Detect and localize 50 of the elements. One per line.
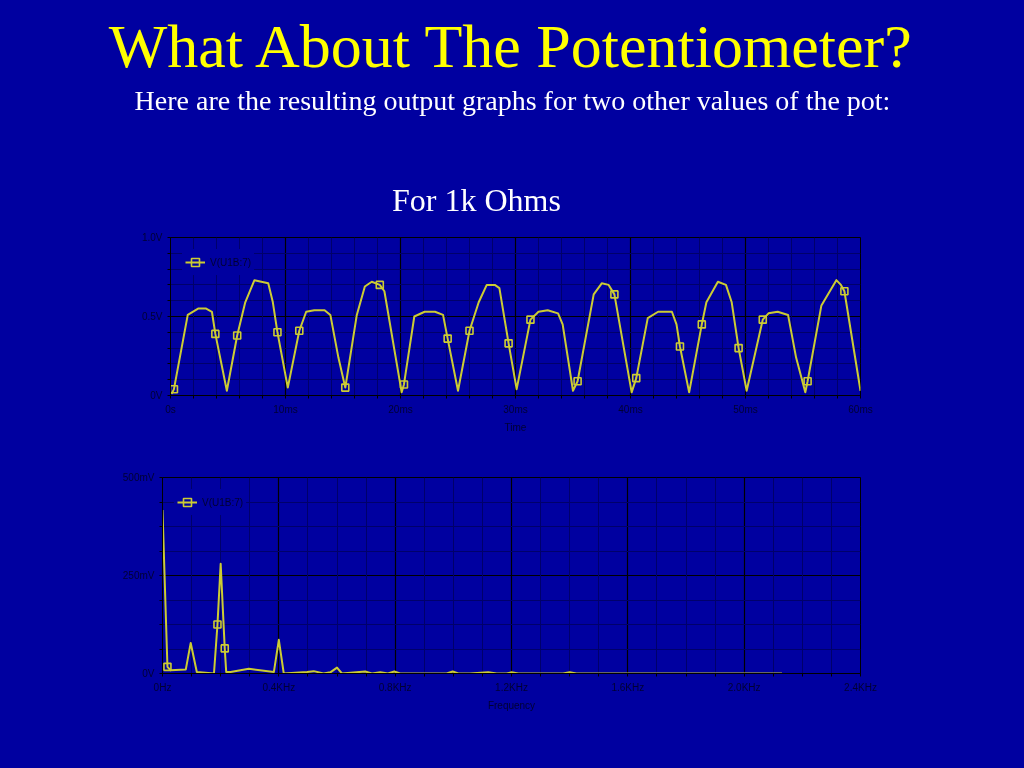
point	[465, 326, 474, 336]
legend-label: V(U1B:7)	[210, 256, 252, 268]
x-tick-label: 10ms	[273, 403, 298, 415]
x-tick-label: 0s	[165, 403, 176, 415]
x-tick-label: 2.4KHz	[844, 681, 877, 693]
x-tick-label: 0.4KHz	[262, 681, 296, 693]
chart-title: What About The Potentiometer?	[108, 11, 912, 80]
y-tick-label: 500mV	[122, 472, 155, 483]
chart-subtitle: Here are the resulting output graphs for two other values of the pot:	[134, 85, 891, 116]
text: For 1k Ohms	[392, 181, 561, 218]
point	[758, 315, 768, 324]
y-tick-label: 0V	[142, 668, 155, 679]
point	[631, 373, 641, 383]
x-tick-label: 30ms	[503, 403, 528, 415]
point	[610, 290, 619, 299]
x-tick-label: 50ms	[733, 403, 758, 415]
legend-label: V(U1B:7)	[202, 496, 244, 508]
x-tick-label: 60ms	[848, 403, 873, 415]
x-tick-label: 0.8KHz	[378, 681, 412, 693]
point	[399, 380, 409, 389]
y-tick-label: 250mV	[122, 570, 155, 581]
point	[573, 376, 582, 386]
x-tick-label: 2.0KHz	[727, 681, 761, 693]
point	[211, 329, 220, 339]
point	[840, 286, 849, 296]
x-tick-label: 40ms	[618, 403, 643, 415]
x-tick-label: 1.6KHz	[611, 681, 645, 693]
x-axis-title: Time	[504, 421, 527, 433]
point	[273, 328, 282, 337]
x-tick-label: 1.2KHz	[495, 681, 528, 693]
point	[341, 383, 350, 392]
y-tick-label: 0.5V	[141, 311, 163, 322]
point	[803, 376, 812, 386]
point	[675, 342, 685, 351]
y-tick-label: 1.0V	[141, 232, 163, 243]
point	[295, 326, 304, 336]
point	[443, 334, 452, 343]
point	[734, 343, 743, 353]
point	[375, 280, 385, 290]
x-axis-title: Frequency	[487, 699, 536, 711]
point	[220, 644, 230, 653]
point	[232, 331, 242, 340]
point	[504, 339, 513, 348]
x-tick-label: 20ms	[388, 403, 413, 415]
point	[697, 320, 707, 329]
point	[163, 662, 172, 672]
point	[213, 620, 222, 629]
point	[526, 315, 535, 324]
y-tick-label: 0V	[150, 390, 163, 401]
x-tick-label: 0Hz	[153, 681, 172, 693]
